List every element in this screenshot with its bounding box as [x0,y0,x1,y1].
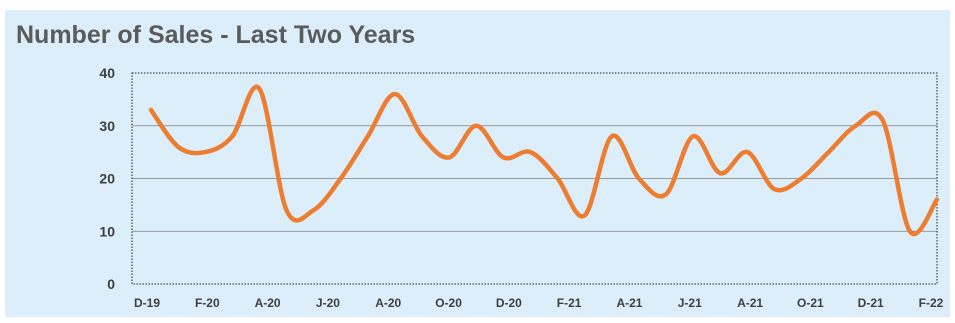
y-tick-label: 20 [99,171,115,187]
x-tick-label: A-21 [737,296,763,310]
grid-layer [132,125,937,232]
x-tick-label: A-20 [255,296,281,310]
x-tick-label: F-22 [919,296,944,310]
y-tick-label: 30 [99,118,115,134]
x-tick-label: A-21 [616,296,642,310]
y-tick-label: 40 [99,65,115,81]
x-tick-label: O-21 [797,296,824,310]
series-layer [148,84,940,237]
x-tick-label: O-20 [435,296,462,310]
line-chart: 0 10 20 30 40 D-19 F-20 A-20 J-20 A-20 O-20 D-20 F-… [99,65,944,310]
x-tick-label: J-21 [678,296,702,310]
x-tick-label: F-20 [195,296,220,310]
x-tick-label: F-21 [557,296,582,310]
x-tick-label: D-21 [858,296,884,310]
series-line [148,84,940,237]
x-tick-label: J-20 [316,296,340,310]
chart-card: Number of Sales - Last Two Years 0 10 20 30… [5,10,950,317]
x-tick-label: D-20 [496,296,522,310]
chart-title: Number of Sales - Last Two Years [16,21,416,49]
plot-area-border [131,72,938,285]
x-axis-tick-labels: D-19 F-20 A-20 J-20 A-20 O-20 D-20 F-21 A-21 J-21… [134,296,944,310]
y-axis-tick-labels: 0 10 20 30 40 [99,65,115,292]
y-tick-label: 0 [107,276,115,292]
x-tick-label: A-20 [375,296,401,310]
x-tick-label: D-19 [134,296,160,310]
y-tick-label: 10 [99,223,115,239]
